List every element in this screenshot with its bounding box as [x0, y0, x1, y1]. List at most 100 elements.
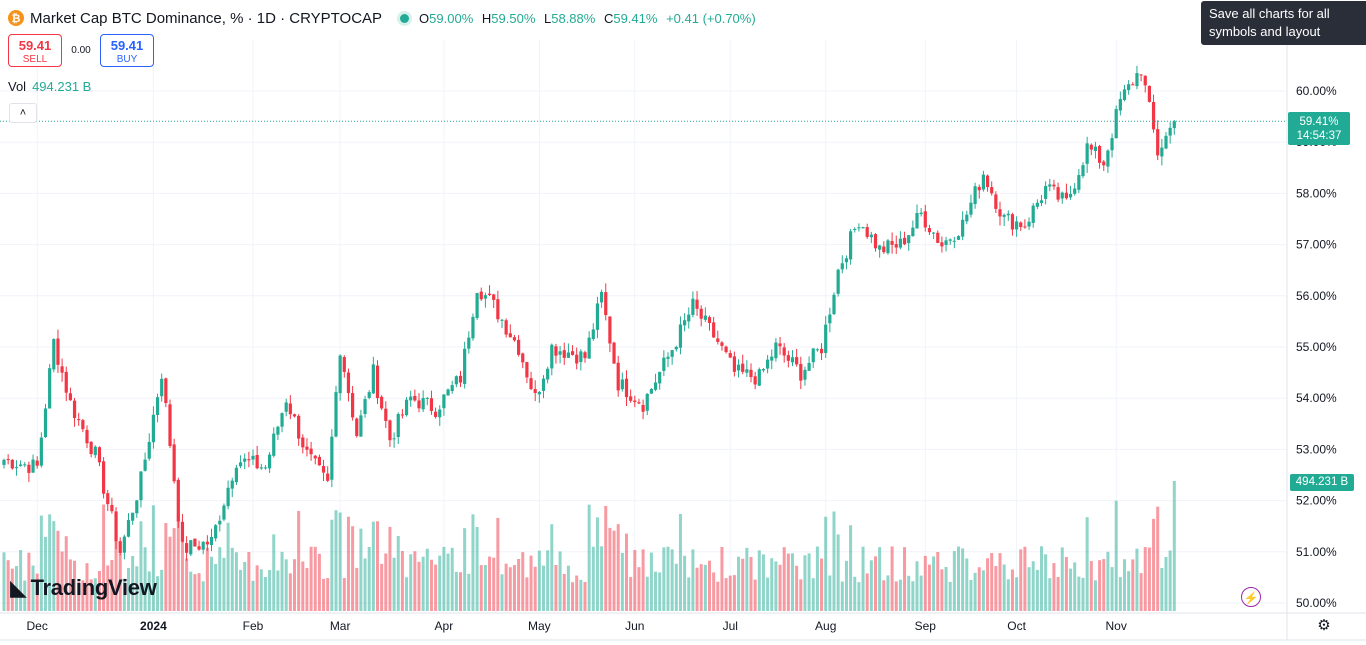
volume-bar — [919, 575, 923, 611]
candle-body — [724, 346, 728, 353]
volume-bar — [720, 547, 724, 611]
candle-body — [351, 393, 355, 418]
volume-bar — [708, 560, 711, 611]
sell-button[interactable]: 59.41 SELL — [8, 34, 62, 67]
volume-bar — [301, 561, 305, 611]
candle-body — [1110, 138, 1114, 151]
volume-bar — [658, 572, 662, 611]
candle-body — [326, 473, 330, 481]
candle-body — [1019, 222, 1023, 228]
candle-body — [434, 411, 438, 417]
candle-body — [873, 234, 878, 249]
tradingview-wordmark: TradingView — [30, 575, 157, 600]
volume-bar — [932, 556, 936, 611]
volume-bar — [803, 555, 807, 611]
y-tick-label: 58.00% — [1296, 186, 1337, 200]
ohlc-close: C59.41% — [603, 10, 658, 26]
volume-bar — [641, 549, 645, 611]
volume-bar — [376, 521, 379, 611]
candle-body — [749, 369, 753, 378]
candle-body — [375, 365, 380, 399]
candle-body — [413, 395, 417, 401]
volume-bar — [795, 565, 799, 611]
tradingview-mark-icon: ◣ — [10, 575, 27, 601]
volume-legend[interactable]: Vol 494.231 B — [8, 79, 91, 94]
collapse-legend-button[interactable]: ˄ — [9, 103, 37, 123]
candle-body — [728, 353, 732, 358]
candle-body — [1131, 84, 1135, 86]
bitcoin-logo-icon: ₿ — [8, 10, 24, 26]
volume-bar — [869, 560, 873, 611]
candle-body — [458, 375, 463, 383]
volume-bar — [185, 558, 189, 611]
volume-bar — [467, 573, 471, 611]
volume-bar — [753, 579, 757, 611]
volume-bar — [442, 546, 446, 611]
candle-body — [890, 241, 894, 245]
volume-bar — [1160, 567, 1164, 611]
candle-body — [952, 240, 956, 242]
candle-body — [1068, 193, 1073, 198]
candle-body — [388, 420, 392, 441]
volume-bar — [923, 555, 927, 611]
candle-body — [255, 454, 259, 469]
candle-body — [454, 376, 458, 385]
volume-bar — [579, 579, 583, 611]
candle-body — [1164, 135, 1168, 149]
buy-button[interactable]: 59.41 BUY — [100, 34, 154, 67]
y-tick-label: 50.00% — [1296, 596, 1337, 610]
volume-bar — [425, 548, 429, 611]
volume-bar — [558, 551, 562, 611]
candle-body — [832, 294, 836, 315]
candle-body — [1039, 200, 1044, 204]
volume-bar — [492, 557, 496, 611]
candle-body — [288, 403, 292, 415]
volume-bar — [1172, 481, 1176, 611]
x-tick-label: Jul — [723, 619, 738, 633]
candle-body — [770, 356, 774, 361]
symbol-title[interactable]: Market Cap BTC Dominance, % · 1D · CRYPT… — [30, 9, 383, 27]
candle-body — [201, 541, 205, 550]
volume-bar — [761, 554, 765, 611]
volume-bar — [326, 578, 330, 611]
candle-body — [915, 212, 919, 229]
ohlc-low: L58.88% — [544, 10, 596, 26]
candle-body — [521, 353, 525, 363]
volume-bar — [678, 513, 682, 611]
candle-body — [243, 458, 247, 462]
volume-bar — [334, 510, 338, 611]
flash-icon[interactable]: ⚡ — [1241, 587, 1261, 607]
candle-body — [570, 351, 575, 355]
volume-bar — [670, 549, 674, 611]
candle-body — [666, 356, 670, 359]
volume-bar — [703, 564, 707, 611]
candle-body — [637, 402, 641, 404]
candle-body — [753, 376, 757, 385]
volume-bar — [1019, 549, 1023, 611]
volume-bar — [944, 566, 948, 611]
volume-bar — [911, 581, 915, 611]
volume-bar — [981, 570, 985, 611]
candle-body — [68, 393, 72, 401]
volume-bar — [1048, 578, 1052, 611]
tradingview-logo[interactable]: ◣ TradingView — [10, 575, 157, 601]
volume-bar — [205, 547, 209, 611]
gear-icon[interactable]: ⚙ — [1317, 617, 1331, 634]
volume-bar — [732, 575, 736, 611]
candle-body — [259, 467, 263, 469]
x-tick-label: Jun — [625, 619, 644, 633]
volume-bar — [1127, 571, 1131, 611]
candle-body — [932, 232, 936, 234]
candle-body — [940, 242, 944, 247]
candle-body — [853, 228, 857, 230]
volume-bar — [575, 575, 579, 611]
candle-body — [226, 487, 230, 507]
candle-body — [14, 467, 19, 469]
candle-body — [60, 366, 64, 373]
candle-body — [766, 359, 770, 369]
volume-bar — [820, 558, 824, 611]
candle-body — [1035, 202, 1039, 207]
candle-body — [209, 536, 214, 546]
volume-bar — [413, 551, 417, 611]
